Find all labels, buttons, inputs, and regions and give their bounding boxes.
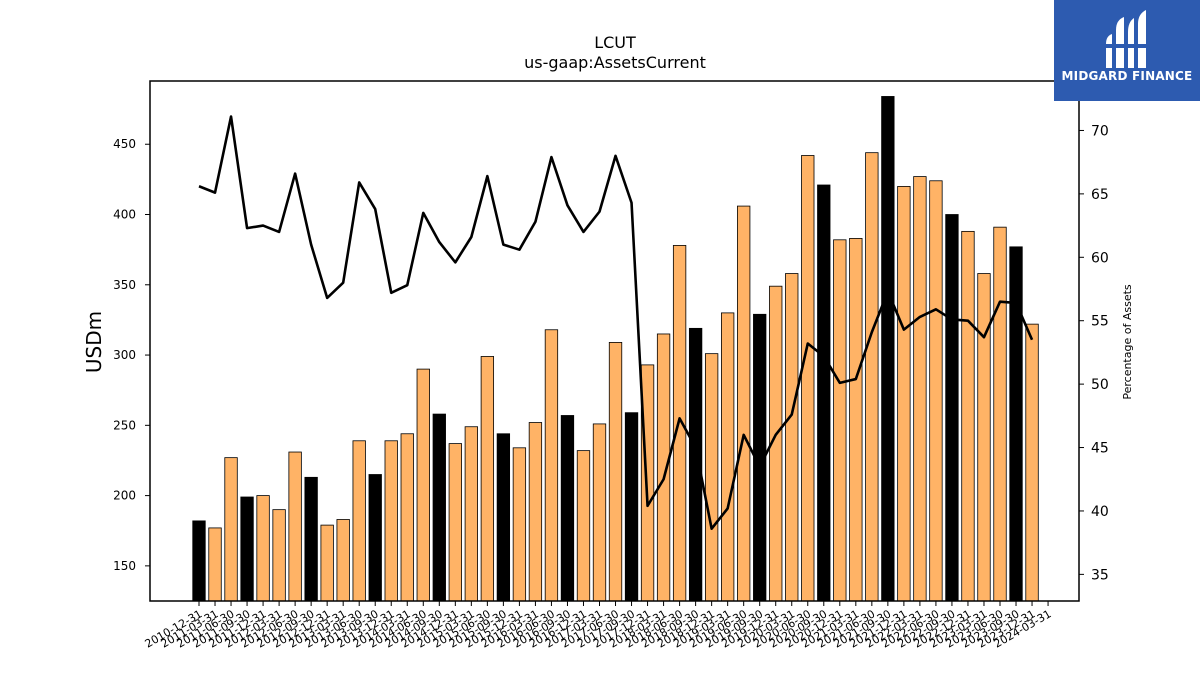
y-tick-label: 200 <box>113 489 136 503</box>
line-layer <box>198 115 1034 531</box>
chart-title: LCUT <box>594 33 636 52</box>
bar-2017-09-30 <box>624 412 639 602</box>
bar-2015-03-31 <box>464 426 478 602</box>
bar-2010-12-31 <box>192 520 206 602</box>
y2-tick-label: 45 <box>1091 441 1109 457</box>
y-tick-label: 450 <box>113 137 136 151</box>
bar-2020-03-31 <box>785 273 799 602</box>
bar-2012-03-31 <box>272 509 286 602</box>
y2-tick-label: 55 <box>1091 314 1109 330</box>
bar-2012-12-31 <box>320 524 334 602</box>
bar-2019-06-30 <box>737 205 751 602</box>
bar-2014-03-31 <box>400 433 414 602</box>
bar-2020-12-31 <box>833 239 847 602</box>
y2-tick-label: 40 <box>1091 504 1109 520</box>
bar-2021-12-31 <box>897 186 911 602</box>
bar-2018-12-31 <box>704 353 719 602</box>
y2-tick-label: 70 <box>1091 123 1109 139</box>
bar-2012-06-30 <box>288 451 302 602</box>
bar-2017-03-31 <box>592 423 607 602</box>
y-tick-label: 150 <box>113 559 136 573</box>
bar-2016-09-30 <box>560 415 575 602</box>
bar-2021-06-30 <box>865 152 879 602</box>
bar-2023-03-31 <box>977 273 991 602</box>
y2-tick-label: 65 <box>1091 187 1109 203</box>
bar-2014-06-30 <box>416 368 430 602</box>
ticks-layer: 1502002503003504004503540455055606570201… <box>113 123 1109 650</box>
bar-2020-09-30 <box>817 184 831 602</box>
brand-logo: MIDGARD FINANCE <box>1054 0 1200 101</box>
bar-2022-06-30 <box>929 180 943 602</box>
bar-2011-09-30 <box>240 496 254 602</box>
bar-2015-09-30 <box>496 433 511 602</box>
bar-2023-06-30 <box>993 226 1007 602</box>
y-tick-label: 300 <box>113 348 136 362</box>
y2-tick-label: 50 <box>1091 377 1109 393</box>
bar-2016-03-31 <box>528 422 543 602</box>
bar-2020-06-30 <box>801 155 815 602</box>
percentage-line <box>198 115 1034 531</box>
bar-2022-09-30 <box>945 214 959 602</box>
bar-2021-03-31 <box>849 238 863 602</box>
bar-2013-06-30 <box>352 440 366 602</box>
bar-2016-06-30 <box>544 329 559 602</box>
bar-2015-06-30 <box>480 356 495 602</box>
y2-axis-label: Percentage of Assets <box>1121 284 1134 400</box>
bar-2011-03-31 <box>208 527 222 602</box>
bar-2013-03-31 <box>336 519 350 602</box>
brand-mark-icon <box>1106 10 1146 68</box>
y-tick-label: 250 <box>113 418 136 432</box>
plot-frame <box>149 80 1080 602</box>
y2-tick-label: 35 <box>1091 567 1109 583</box>
y-axis-label: USDm <box>82 311 106 373</box>
y-tick-label: 350 <box>113 278 136 292</box>
bar-2014-09-30 <box>432 413 446 602</box>
bar-2017-06-30 <box>608 342 623 602</box>
bar-2021-09-30 <box>881 96 895 602</box>
bar-2022-12-31 <box>961 230 975 602</box>
bar-2011-12-31 <box>256 495 270 602</box>
bar-2016-12-31 <box>576 450 591 602</box>
brand-name: MIDGARD FINANCE <box>1061 69 1193 83</box>
y2-tick-label: 60 <box>1091 250 1109 266</box>
bar-2013-12-31 <box>384 440 398 602</box>
bars-layer <box>192 96 1039 602</box>
bar-2019-03-31 <box>721 312 735 602</box>
bar-2023-12-31 <box>1025 323 1039 602</box>
bar-2023-09-30 <box>1009 246 1023 602</box>
bar-2013-09-30 <box>368 474 382 602</box>
bar-2011-06-30 <box>224 457 238 602</box>
y-tick-label: 400 <box>113 208 136 222</box>
bar-2012-09-30 <box>304 476 318 602</box>
bar-2015-12-31 <box>512 447 527 602</box>
bar-2014-12-31 <box>448 443 462 602</box>
bar-2022-03-31 <box>913 176 927 602</box>
chart-subtitle: us-gaap:AssetsCurrent <box>524 53 706 72</box>
